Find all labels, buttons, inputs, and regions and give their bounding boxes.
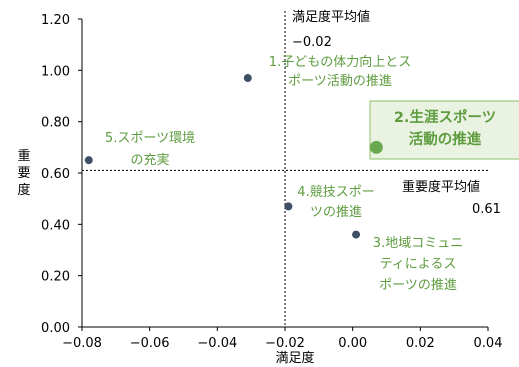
point-label-line: 活動の推進: [409, 130, 482, 148]
point-label-line: 4.競技スポー: [297, 185, 374, 200]
reference-lines: 満足度平均値 −0.02 重要度平均値 0.61: [82, 9, 501, 327]
point-label-line: ポーツの推進: [379, 278, 457, 293]
x-tick-label: −0.04: [197, 336, 237, 351]
data-points: 1.子どもの体力向上とスポーツ活動の推進 2.生涯スポーツ活動の推進 3.地域コミュ…: [84, 54, 519, 293]
point-label-line: の充実: [130, 152, 169, 168]
y-axis-title-char: 重: [17, 148, 30, 164]
importance-average-label: 重要度平均値: [402, 179, 480, 195]
data-point-group: 4.競技スポーツの推進: [284, 185, 375, 220]
satisfaction-average-label: 満足度平均値: [292, 9, 370, 25]
y-tick-label: 0.60: [41, 167, 70, 182]
x-tick-label: −0.08: [62, 336, 102, 351]
highlight-point-marker: [369, 140, 383, 154]
y-axis-title-char: 度: [17, 182, 30, 198]
point-label-line: ポーツ活動の推進: [288, 74, 392, 89]
point-label: 2.生涯スポーツ活動の推進: [394, 108, 496, 148]
point-marker: [352, 230, 361, 239]
point-label-line: 2.生涯スポーツ: [394, 108, 496, 126]
x-axis-title: 満足度: [275, 350, 314, 366]
point-label: 3.地域コミュニティによるスポーツの推進: [373, 236, 463, 293]
axis-titles: 満足度 重要度: [17, 148, 314, 366]
data-point-group: 5.スポーツ環境の充実: [84, 131, 195, 168]
point-label-line: 5.スポーツ環境: [105, 131, 195, 146]
data-point-group: 1.子どもの体力向上とスポーツ活動の推進: [243, 54, 411, 89]
point-label: 5.スポーツ環境の充実: [105, 131, 195, 168]
x-tick-label: 0.02: [406, 336, 435, 351]
point-marker: [243, 74, 252, 83]
point-label: 1.子どもの体力向上とスポーツ活動の推進: [269, 54, 411, 89]
point-label-line: 3.地域コミュニ: [373, 236, 463, 251]
point-label-line: ティによるス: [380, 257, 457, 272]
point-label-line: 1.子どもの体力向上とス: [269, 54, 411, 70]
y-tick-label: 1.20: [41, 13, 70, 28]
x-tick-label: 0.04: [474, 336, 503, 351]
highlight-box: [369, 100, 519, 160]
point-marker: [284, 202, 293, 211]
ticks-layer: −0.08 −0.06 −0.04 −0.02 0.00 0.02 0.04 0.00 0.20…: [41, 13, 502, 351]
point-marker: [84, 156, 93, 165]
y-tick-label: 0.80: [41, 116, 70, 131]
data-point-group: 2.生涯スポーツ活動の推進: [369, 100, 519, 160]
point-label-line: ツの推進: [310, 205, 362, 220]
x-tick-label: −0.02: [265, 336, 305, 351]
y-tick-label: 0.40: [41, 218, 70, 233]
y-axis-title: 重要度: [17, 148, 30, 198]
data-point-group: 3.地域コミュニティによるスポーツの推進: [352, 230, 463, 293]
y-axis-title-char: 要: [17, 166, 30, 181]
y-tick-label: 0.20: [41, 270, 70, 285]
point-label: 4.競技スポーツの推進: [297, 185, 374, 220]
x-tick-label: 0.00: [338, 336, 367, 351]
importance-average-value: 0.61: [472, 202, 501, 217]
satisfaction-average-value: −0.02: [292, 35, 332, 50]
y-tick-label: 0.00: [41, 321, 70, 336]
y-tick-label: 1.00: [41, 64, 70, 79]
x-tick-label: −0.06: [130, 336, 170, 351]
